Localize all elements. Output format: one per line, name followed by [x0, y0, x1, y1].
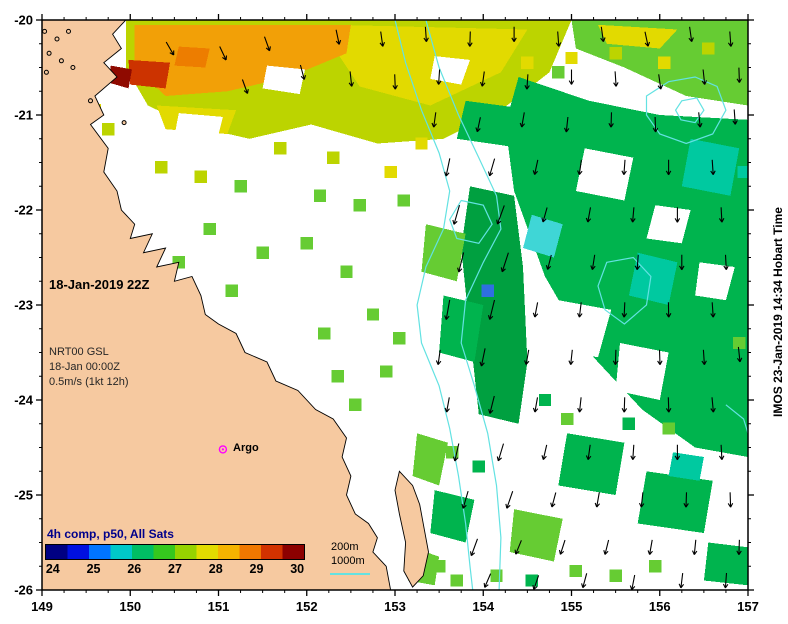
argo-label: Argo [233, 442, 259, 454]
x-tick-label: 152 [296, 599, 318, 614]
x-tick-label: 151 [208, 599, 230, 614]
y-tick-label: -23 [14, 298, 33, 313]
colorbar-tick-label: 24 [45, 562, 60, 576]
land-layer [42, 20, 429, 590]
x-tick-label: 149 [31, 599, 53, 614]
x-tick-label: 157 [737, 599, 759, 614]
legend-200m-label: 200m [331, 541, 359, 553]
current-vector-layer [165, 26, 743, 590]
x-tick-label: 154 [472, 599, 494, 614]
colorbar-tick-labels: 24 25 26 27 28 29 30 [45, 562, 305, 578]
product-time: 18-Jan 00:00Z [49, 361, 120, 373]
x-tick-label: 155 [561, 599, 583, 614]
y-tick-label: -24 [14, 393, 34, 408]
colorbar-tick-label: 30 [290, 562, 305, 576]
legend-1000m-label: 1000m [331, 555, 365, 567]
contour-line-sample [330, 573, 370, 575]
vector-scale-label: 0.5m/s (1kt 12h) [49, 376, 129, 388]
product-name: NRT00 GSL [49, 346, 109, 358]
axes: 149 150 151 152 153 154 155 156 157 -20 -21 -22 -23 -… [14, 13, 759, 615]
y-tick-label: -25 [14, 488, 33, 503]
colorbar [45, 544, 305, 560]
x-tick-label: 150 [119, 599, 141, 614]
x-tick-label: 153 [384, 599, 406, 614]
product-info-block: NRT00 GSL 18-Jan 00:00Z 0.5m/s (1kt 12h) [49, 345, 128, 390]
colorbar-tick-label: 26 [127, 562, 142, 576]
y-tick-label: -21 [14, 108, 33, 123]
x-tick-label: 156 [649, 599, 671, 614]
y-tick-label: -26 [14, 583, 33, 598]
colorbar-tick-label: 29 [249, 562, 264, 576]
y-tick-label: -20 [14, 13, 33, 28]
analysis-date-label: 18-Jan-2019 22Z [49, 277, 150, 292]
colorbar-tick-label: 27 [168, 562, 182, 576]
colorbar-title: 4h comp, p50, All Sats [47, 527, 174, 541]
colorbar-tick-label: 28 [208, 562, 223, 576]
y-tick-label: -22 [14, 203, 33, 218]
colorbar-tick-label: 25 [86, 562, 101, 576]
sst-pixel-layer [88, 20, 748, 587]
argo-float-marker [218, 445, 228, 454]
watermark-timestamp: IMOS 23-Jan-2019 14:34 Hobart Time [771, 207, 785, 417]
